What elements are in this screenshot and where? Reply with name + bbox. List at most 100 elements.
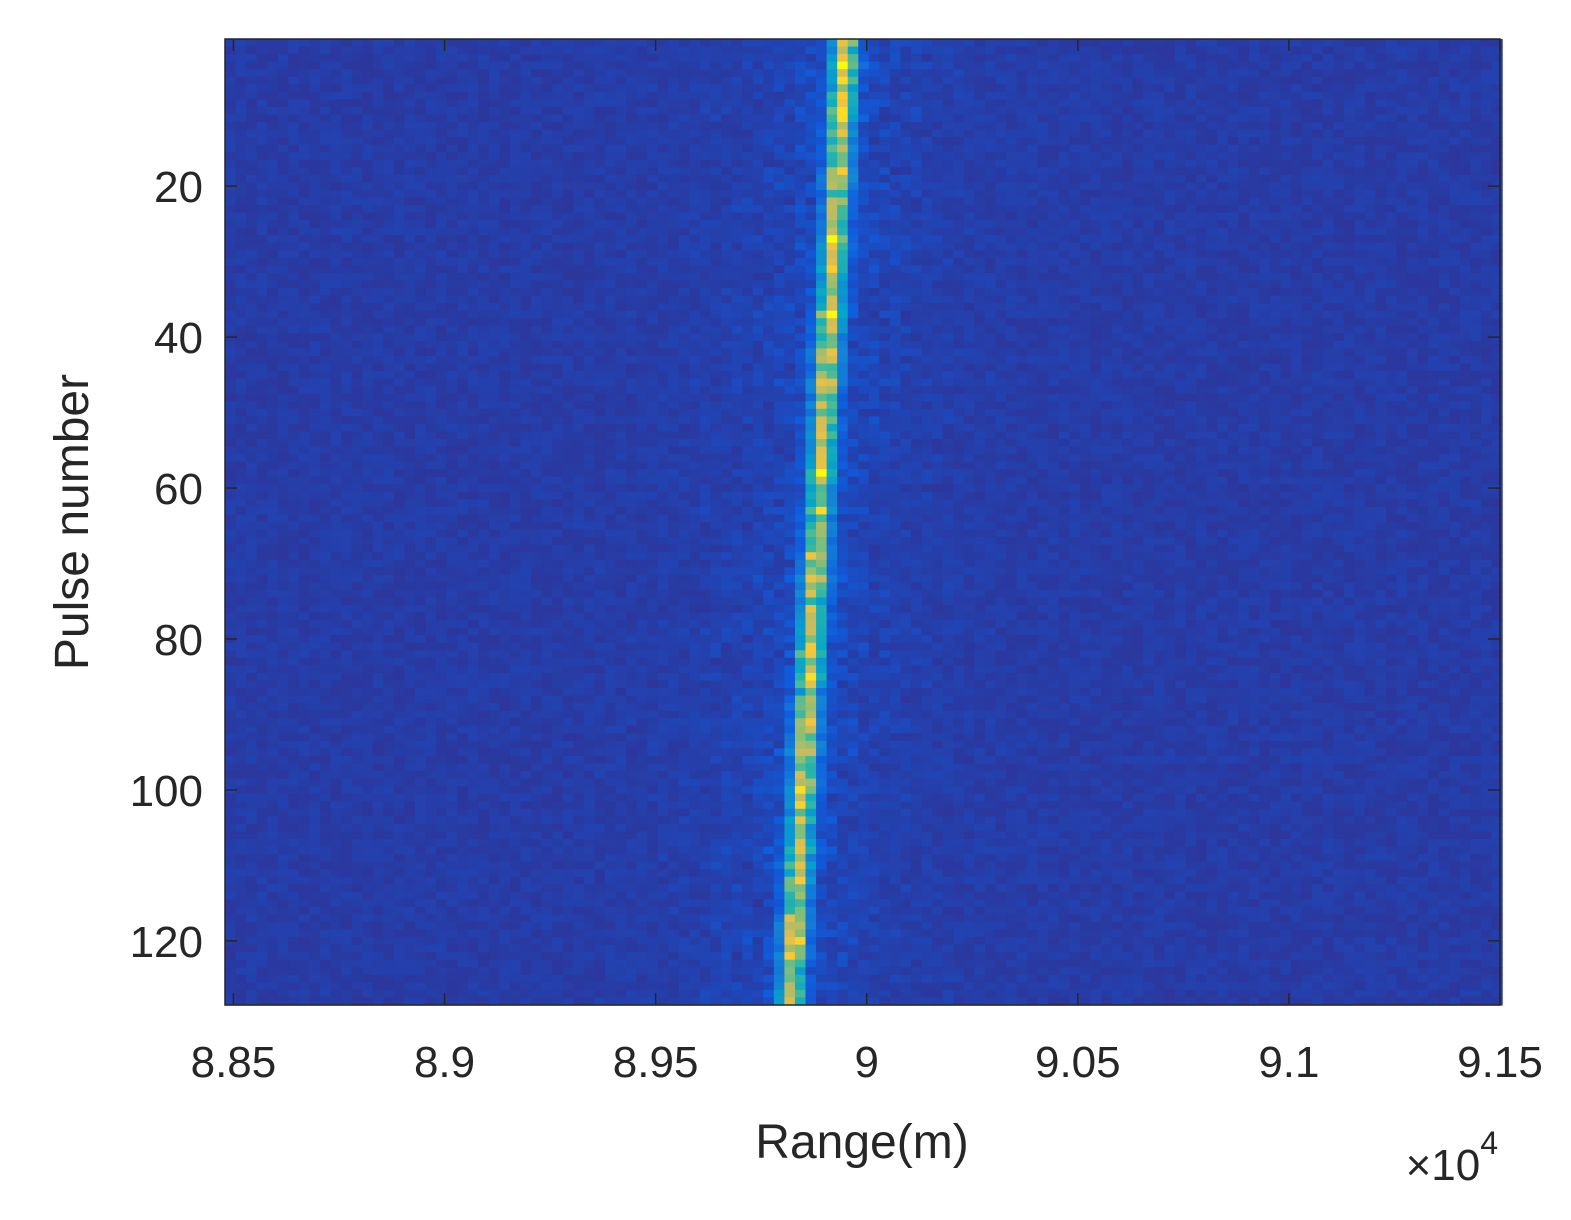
heatmap-cell xyxy=(615,84,627,93)
heatmap-cell xyxy=(668,61,680,70)
heatmap-cell xyxy=(1470,303,1482,312)
heatmap-cell xyxy=(520,174,532,183)
heatmap-cell xyxy=(1196,205,1208,214)
heatmap-cell xyxy=(1491,272,1503,282)
heatmap-cell xyxy=(657,235,669,244)
heatmap-cell xyxy=(1396,242,1408,251)
heatmap-cell xyxy=(1491,129,1503,138)
heatmap-cell xyxy=(1132,288,1144,297)
heatmap-cell xyxy=(1027,288,1039,297)
heatmap-cell xyxy=(911,235,923,244)
heatmap-cell xyxy=(710,182,722,191)
heatmap-cell xyxy=(1122,295,1134,304)
heatmap-cell xyxy=(1090,227,1102,236)
heatmap-cell xyxy=(1227,227,1239,236)
heatmap-cell xyxy=(351,318,363,327)
heatmap-cell xyxy=(911,242,923,251)
heatmap-cell xyxy=(467,295,479,304)
heatmap-cell xyxy=(1407,242,1419,251)
heatmap-cell xyxy=(1069,167,1081,176)
heatmap-cell xyxy=(1164,152,1176,161)
heatmap-cell xyxy=(1048,212,1060,221)
heatmap-cell xyxy=(1174,205,1187,214)
heatmap-cell xyxy=(868,99,880,108)
heatmap-cell xyxy=(277,272,289,282)
heatmap-cell xyxy=(805,333,817,342)
heatmap-cell xyxy=(1364,174,1377,183)
heatmap-cell xyxy=(731,39,743,48)
heatmap-cell xyxy=(847,159,859,168)
heatmap-cell xyxy=(309,227,321,236)
heatmap-cell xyxy=(1491,76,1503,85)
heatmap-cell xyxy=(984,91,997,100)
heatmap-cell xyxy=(911,159,923,168)
heatmap-cell xyxy=(1027,61,1039,70)
heatmap-cell xyxy=(457,272,469,282)
heatmap-cell xyxy=(1111,197,1123,206)
heatmap-cell xyxy=(710,189,722,199)
heatmap-cell xyxy=(984,340,997,350)
heatmap-cell xyxy=(1449,91,1461,100)
heatmap-cell xyxy=(721,250,733,259)
heatmap-cell xyxy=(816,272,828,282)
heatmap-cell xyxy=(699,340,712,350)
heatmap-cell xyxy=(594,212,606,221)
heatmap-cell xyxy=(309,189,321,199)
heatmap-cell xyxy=(932,325,944,334)
heatmap-cell xyxy=(1481,174,1493,183)
heatmap-cell xyxy=(1101,303,1113,312)
heatmap-cell xyxy=(393,220,406,229)
heatmap-cell xyxy=(615,310,627,319)
heatmap-cell xyxy=(1143,340,1155,350)
heatmap-cell xyxy=(1333,167,1345,176)
heatmap-cell xyxy=(573,106,585,116)
heatmap-cell xyxy=(858,250,870,259)
heatmap-cell xyxy=(794,129,807,138)
heatmap-cell xyxy=(1217,129,1229,138)
heatmap-cell xyxy=(1016,288,1028,297)
heatmap-cell xyxy=(1206,197,1218,206)
heatmap-cell xyxy=(826,257,838,267)
heatmap-cell xyxy=(773,99,785,108)
heatmap-cell xyxy=(573,227,585,236)
heatmap-cell xyxy=(1322,310,1334,319)
heatmap-cell xyxy=(1312,137,1324,146)
heatmap-cell xyxy=(657,280,669,289)
heatmap-cell xyxy=(1069,129,1081,138)
heatmap-cell xyxy=(1343,325,1355,334)
heatmap-cell xyxy=(1491,325,1503,334)
heatmap-cell xyxy=(1153,69,1165,78)
heatmap-cell xyxy=(721,137,733,146)
heatmap-cell xyxy=(488,235,501,244)
heatmap-cell xyxy=(868,106,880,116)
heatmap-cell xyxy=(837,99,849,108)
heatmap-cell xyxy=(1248,212,1260,221)
heatmap-cell xyxy=(1343,39,1355,48)
heatmap-cell xyxy=(1132,159,1144,168)
heatmap-cell xyxy=(1364,84,1377,93)
heatmap-cell xyxy=(1037,242,1049,251)
heatmap-cell xyxy=(1153,61,1165,70)
heatmap-cell xyxy=(963,122,975,131)
heatmap-cell xyxy=(1048,318,1060,327)
heatmap-cell xyxy=(1333,54,1345,63)
heatmap-cell xyxy=(699,144,712,153)
heatmap-cell xyxy=(784,318,796,327)
heatmap-cell xyxy=(974,197,986,206)
heatmap-cell xyxy=(1407,152,1419,161)
heatmap-cell xyxy=(330,257,342,267)
heatmap-cell xyxy=(594,333,606,342)
heatmap-cell xyxy=(1364,137,1377,146)
heatmap-cell xyxy=(1037,137,1049,146)
heatmap-cell xyxy=(773,144,785,153)
heatmap-cell xyxy=(1407,99,1419,108)
heatmap-cell xyxy=(1259,318,1271,327)
heatmap-cell xyxy=(393,333,406,342)
heatmap-cell xyxy=(1481,205,1493,214)
heatmap-cell xyxy=(1322,106,1334,116)
heatmap-cell xyxy=(1185,295,1197,304)
heatmap-cell xyxy=(488,242,501,251)
heatmap-cell xyxy=(1259,288,1271,297)
heatmap-cell xyxy=(1375,182,1387,191)
heatmap-cell xyxy=(647,129,659,138)
